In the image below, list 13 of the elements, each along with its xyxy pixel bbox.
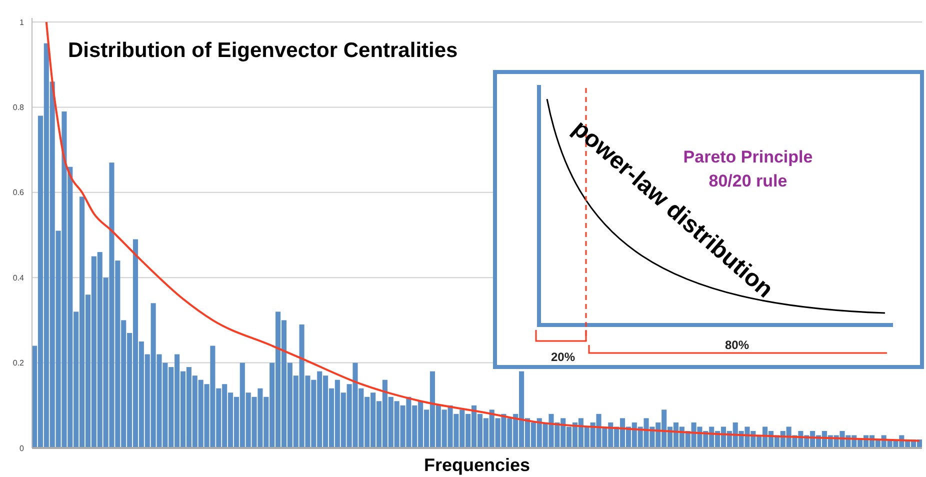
y-tick-label: 0.4 xyxy=(12,273,25,282)
annotation: 80/20 rule xyxy=(708,171,788,190)
annotation: 80% xyxy=(724,338,750,352)
text: Distribution of Eigenvector Centralities xyxy=(68,39,458,62)
y-tick-label: 1 xyxy=(20,18,25,27)
annotation: 20% xyxy=(550,350,576,364)
annotation: Pareto Principle xyxy=(683,147,813,166)
y-tick-label: 0.8 xyxy=(12,103,25,112)
y-tick-label: 0 xyxy=(20,444,25,453)
y-tick-label: 0.2 xyxy=(12,358,25,368)
x-axis-title: Frequencies xyxy=(424,455,530,475)
y-tick-label: 0.6 xyxy=(12,188,25,198)
line-series xyxy=(45,21,920,442)
